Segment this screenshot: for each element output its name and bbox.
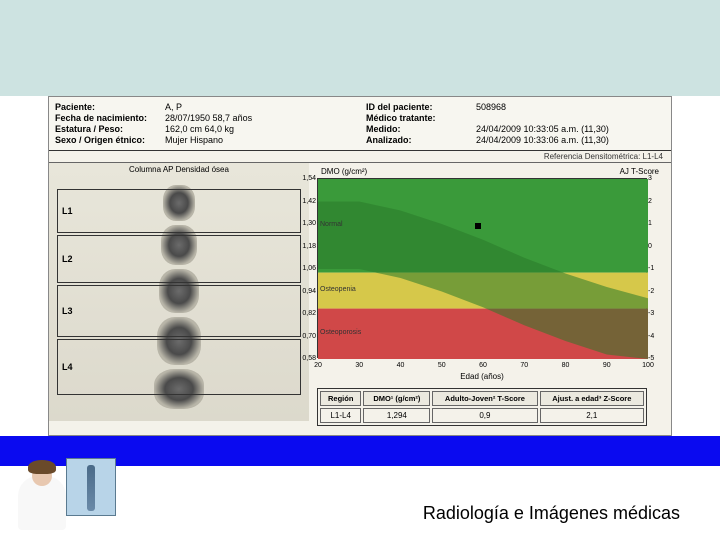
results-col: Ajust. a edad³ Z-Score	[540, 391, 644, 406]
y-left-tick: 1,30	[292, 220, 316, 227]
y-right-tick: -3	[648, 310, 662, 317]
x-tick: 30	[355, 362, 363, 369]
hdr-label: Fecha de nacimiento:	[55, 113, 165, 123]
segment-L1: L1	[57, 189, 301, 233]
reference-line: Referencia Densitométrica: L1-L4	[49, 151, 671, 163]
report-header: Paciente:A, PFecha de nacimiento:28/07/1…	[49, 97, 671, 151]
results-table: RegiónDMO¹ (g/cm²)Adulto-Joven² T-ScoreA…	[317, 388, 647, 426]
footer-text: Radiología e Imágenes médicas	[423, 503, 680, 524]
zone-label: Normal	[320, 221, 343, 228]
patient-point	[475, 223, 481, 229]
x-tick: 20	[314, 362, 322, 369]
hdr-label: Paciente:	[55, 102, 165, 112]
x-tick: 50	[438, 362, 446, 369]
y-left-tick: 0,58	[292, 355, 316, 362]
y-right-tick: -1	[648, 265, 662, 272]
y-left-tick: 0,94	[292, 288, 316, 295]
y-right-tick: -5	[648, 355, 662, 362]
x-tick: 80	[562, 362, 570, 369]
dxa-report: Paciente:A, PFecha de nacimiento:28/07/1…	[48, 96, 672, 436]
y-right-tick: 3	[648, 175, 662, 182]
results-cell: 1,294	[363, 408, 430, 423]
hdr-label: Médico tratante:	[366, 113, 476, 123]
x-tick: 100	[642, 362, 654, 369]
segment-L2: L2	[57, 235, 301, 283]
y-left-tick: 0,82	[292, 310, 316, 317]
results-col: DMO¹ (g/cm²)	[363, 391, 430, 406]
y-right-tick: -4	[648, 333, 662, 340]
y-right-tick: -2	[648, 288, 662, 295]
spine-scan: Columna AP Densidad ósea L1L2L3L4	[49, 163, 309, 421]
bmd-chart: Edad (años) NormalOsteopeniaOsteoporosis…	[317, 178, 647, 358]
segment-L3: L3	[57, 285, 301, 337]
results-cell: L1-L4	[320, 408, 361, 423]
top-panel	[0, 0, 720, 96]
results-cell: 0,9	[432, 408, 537, 423]
results-col: Adulto-Joven² T-Score	[432, 391, 537, 406]
y-left-tick: 1,06	[292, 265, 316, 272]
chart-x-label: Edad (años)	[318, 372, 646, 381]
hdr-value: 162,0 cm 64,0 kg	[165, 124, 354, 134]
doctor-xray-image	[10, 452, 120, 530]
hdr-label: Estatura / Peso:	[55, 124, 165, 134]
zone-label: Osteoporosis	[320, 329, 361, 336]
y-left-tick: 0,70	[292, 333, 316, 340]
x-tick: 90	[603, 362, 611, 369]
y-left-tick: 1,42	[292, 198, 316, 205]
hdr-value: 24/04/2009 10:33:05 a.m. (11,30)	[476, 124, 665, 134]
hdr-value: 508968	[476, 102, 665, 112]
results-col: Región	[320, 391, 361, 406]
chart-y-left-title: DMO (g/cm²)	[321, 167, 367, 176]
results-cell: 2,1	[540, 408, 644, 423]
hdr-label: Sexo / Origen étnico:	[55, 135, 165, 145]
hdr-label: Medido:	[366, 124, 476, 134]
hdr-value	[476, 113, 665, 123]
hdr-value: 28/07/1950 58,7 años	[165, 113, 354, 123]
segment-L4: L4	[57, 339, 301, 395]
y-left-tick: 1,54	[292, 175, 316, 182]
zone-label: Osteopenia	[320, 286, 356, 293]
x-tick: 60	[479, 362, 487, 369]
hdr-label: ID del paciente:	[366, 102, 476, 112]
x-tick: 70	[520, 362, 528, 369]
hdr-label: Analizado:	[366, 135, 476, 145]
y-right-tick: 1	[648, 220, 662, 227]
hdr-value: A, P	[165, 102, 354, 112]
hdr-value: 24/04/2009 10:33:06 a.m. (11,30)	[476, 135, 665, 145]
hdr-value: Mujer Hispano	[165, 135, 354, 145]
y-left-tick: 1,18	[292, 243, 316, 250]
y-right-tick: 0	[648, 243, 662, 250]
x-tick: 40	[397, 362, 405, 369]
y-right-tick: 2	[648, 198, 662, 205]
scan-title: Columna AP Densidad ósea	[49, 165, 309, 174]
